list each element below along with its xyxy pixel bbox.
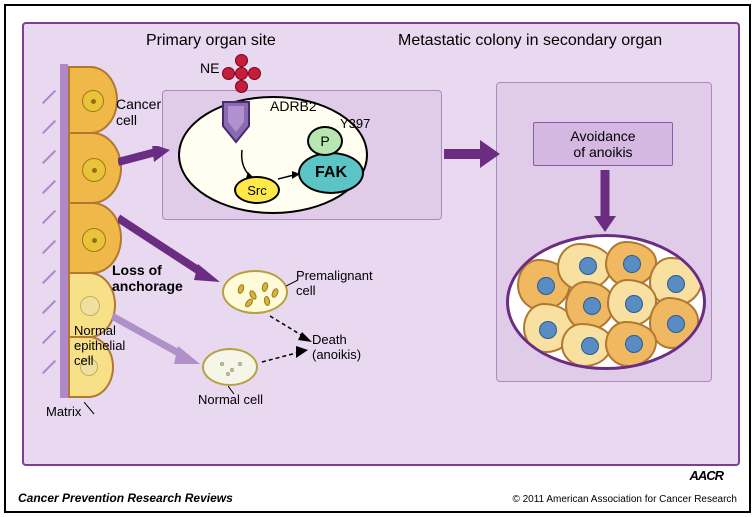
arrow-premal-death [268,312,318,346]
avoidance-label: Avoidance of anoikis [570,128,635,160]
arrow-receptor-src [234,148,262,182]
fak-protein: FAK [298,152,364,194]
p-label: P [320,133,329,149]
leader-matrix [84,402,96,416]
copyright-text: © 2011 American Association for Cancer R… [512,494,737,505]
normal-epi-label: Normal epithelial cell [74,324,125,369]
matrix-label: Matrix [46,404,81,419]
arrow-src-fak [278,170,302,184]
arrow-avoid-to-colony [590,168,620,234]
arrow-loss-1 [118,146,172,170]
figure-frame: Primary organ site Metastatic colony in … [4,4,751,513]
title-primary: Primary organ site [146,32,276,50]
adrb2-label: ADRB2 [270,98,317,114]
title-secondary: Metastatic colony in secondary organ [398,32,662,50]
normal-detached-cell [202,348,258,386]
loss-anchorage-label: Loss of anchorage [112,262,183,294]
leader-normal-cell [228,386,236,396]
metastatic-colony [506,234,706,370]
premalignant-label: Premalignant cell [296,268,373,298]
arrow-normal-death [260,346,310,366]
avoidance-box: Avoidance of anoikis [533,122,673,166]
src-label: Src [247,183,267,198]
premalignant-cell [222,270,288,314]
matrix-bar [60,64,68,398]
death-label: Death (anoikis) [312,332,361,362]
y397-label: Y397 [340,116,370,131]
aacr-logo: AACR [689,468,723,483]
journal-name: Cancer Prevention Research Reviews [18,491,233,505]
arrow-loss-3 [112,312,202,368]
adrb2-receptor-icon [221,100,251,154]
arrow-to-secondary [444,140,500,168]
ne-label: NE [200,60,219,76]
phospho-group: P [307,126,343,156]
cancer-cell-label: Cancer cell [116,96,161,128]
ne-molecule-icon [220,54,264,98]
fak-label: FAK [315,164,347,182]
leader-premal [286,280,300,288]
